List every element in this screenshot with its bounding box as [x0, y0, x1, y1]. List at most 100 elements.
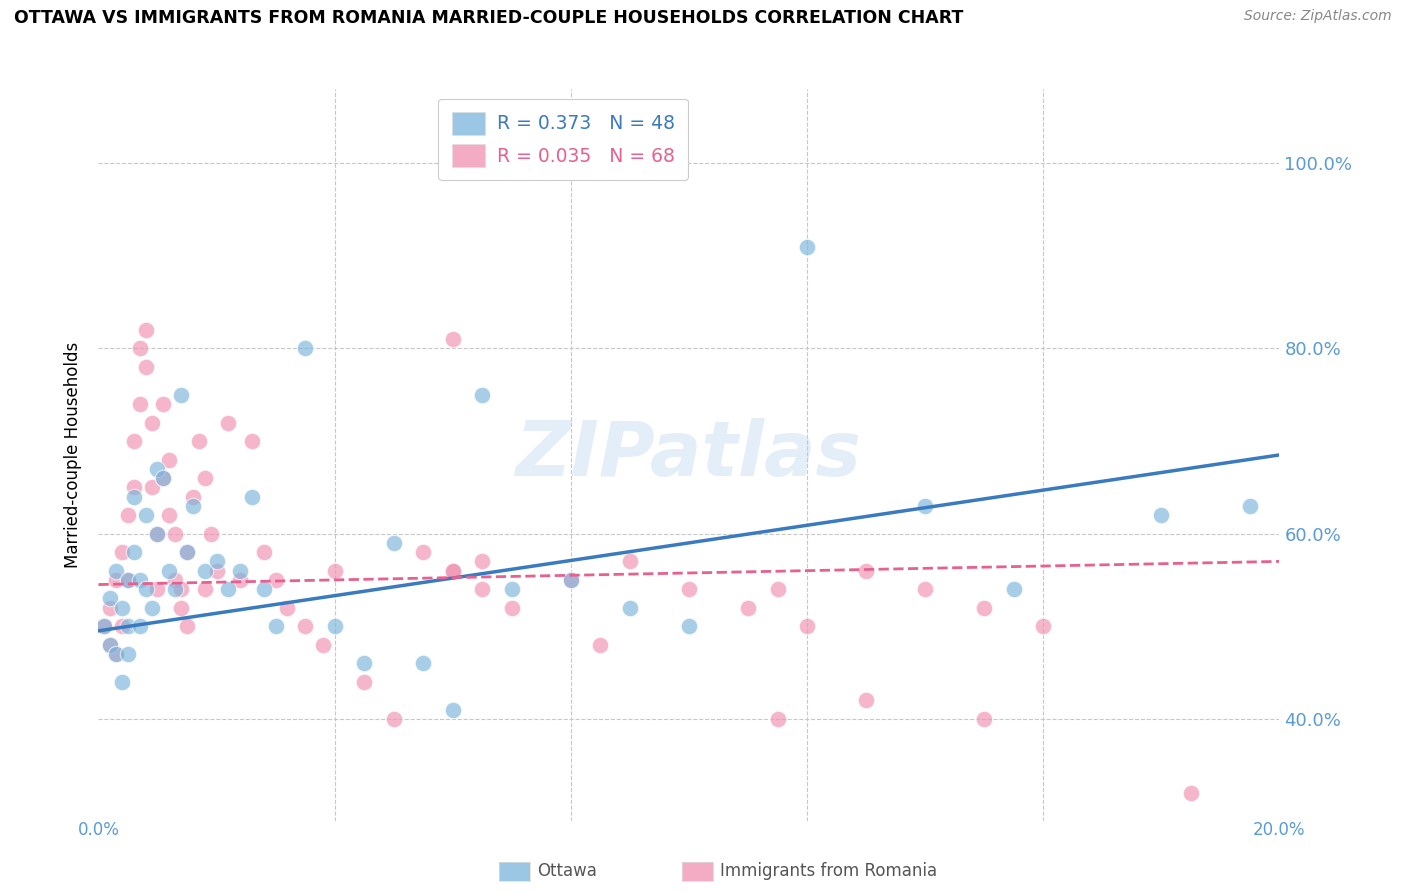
Point [294, 619, 316, 633]
Point [382, 536, 405, 550]
Point [128, 573, 150, 587]
Point [312, 638, 335, 652]
Point [323, 619, 346, 633]
Point [796, 619, 818, 633]
Point [135, 508, 157, 522]
Point [157, 508, 180, 522]
Point [157, 452, 180, 467]
Point [141, 600, 163, 615]
Point [117, 573, 139, 587]
Point [93, 619, 115, 633]
Point [128, 397, 150, 411]
Point [200, 526, 222, 541]
Point [382, 712, 405, 726]
Point [441, 702, 464, 716]
Point [98, 638, 121, 652]
Point [217, 416, 239, 430]
Point [678, 582, 700, 597]
Text: ZIPatlas: ZIPatlas [516, 418, 862, 491]
Point [122, 490, 145, 504]
Point [1032, 619, 1054, 633]
Point [128, 342, 150, 356]
Point [796, 239, 818, 253]
Point [205, 554, 228, 568]
Point [176, 619, 198, 633]
Point [471, 388, 494, 402]
Point [471, 554, 494, 568]
Point [353, 674, 375, 689]
Point [111, 674, 134, 689]
Point [117, 573, 139, 587]
Point [501, 582, 523, 597]
Point [122, 545, 145, 559]
Point [135, 323, 157, 337]
Text: Source: ZipAtlas.com: Source: ZipAtlas.com [1244, 9, 1392, 23]
Point [229, 564, 252, 578]
Point [181, 490, 204, 504]
Point [122, 480, 145, 494]
Point [176, 545, 198, 559]
Point [181, 499, 204, 513]
Point [98, 591, 121, 606]
Point [146, 582, 169, 597]
Point [229, 573, 252, 587]
Point [253, 582, 276, 597]
Point [766, 582, 789, 597]
Point [141, 416, 163, 430]
Point [973, 712, 995, 726]
Point [93, 619, 115, 633]
Point [240, 434, 263, 448]
Point [170, 388, 193, 402]
Point [105, 573, 128, 587]
Point [128, 619, 150, 633]
Point [441, 332, 464, 346]
Point [441, 564, 464, 578]
Point [589, 638, 612, 652]
Point [176, 545, 198, 559]
Point [264, 573, 287, 587]
Point [152, 471, 174, 485]
Point [412, 545, 434, 559]
Point [276, 600, 298, 615]
Point [105, 564, 128, 578]
Point [117, 508, 139, 522]
Point [1239, 499, 1261, 513]
Point [146, 526, 169, 541]
Point [240, 490, 263, 504]
Point [187, 434, 209, 448]
Point [98, 638, 121, 652]
Point [264, 619, 287, 633]
Point [170, 600, 193, 615]
Point [766, 712, 789, 726]
Point [323, 564, 346, 578]
Point [501, 600, 523, 615]
Point [1150, 508, 1173, 522]
Point [141, 480, 163, 494]
Point [294, 342, 316, 356]
Point [973, 600, 995, 615]
Point [111, 619, 134, 633]
Point [353, 657, 375, 671]
Point [170, 582, 193, 597]
Point [441, 564, 464, 578]
Point [165, 582, 187, 597]
Point [205, 564, 228, 578]
Point [560, 573, 582, 587]
Point [253, 545, 276, 559]
Text: 20.0%: 20.0% [1253, 821, 1306, 838]
Point [152, 471, 174, 485]
Point [165, 526, 187, 541]
Point [678, 619, 700, 633]
Point [194, 582, 217, 597]
Point [471, 582, 494, 597]
Y-axis label: Married-couple Households: Married-couple Households [65, 342, 83, 568]
Point [914, 582, 936, 597]
Text: OTTAWA VS IMMIGRANTS FROM ROMANIA MARRIED-COUPLE HOUSEHOLDS CORRELATION CHART: OTTAWA VS IMMIGRANTS FROM ROMANIA MARRIE… [14, 9, 963, 27]
Point [412, 657, 434, 671]
Point [146, 526, 169, 541]
Point [157, 564, 180, 578]
Point [737, 600, 759, 615]
Point [619, 554, 641, 568]
Point [135, 359, 157, 374]
Legend: R = 0.373   N = 48, R = 0.035   N = 68: R = 0.373 N = 48, R = 0.035 N = 68 [439, 99, 688, 180]
